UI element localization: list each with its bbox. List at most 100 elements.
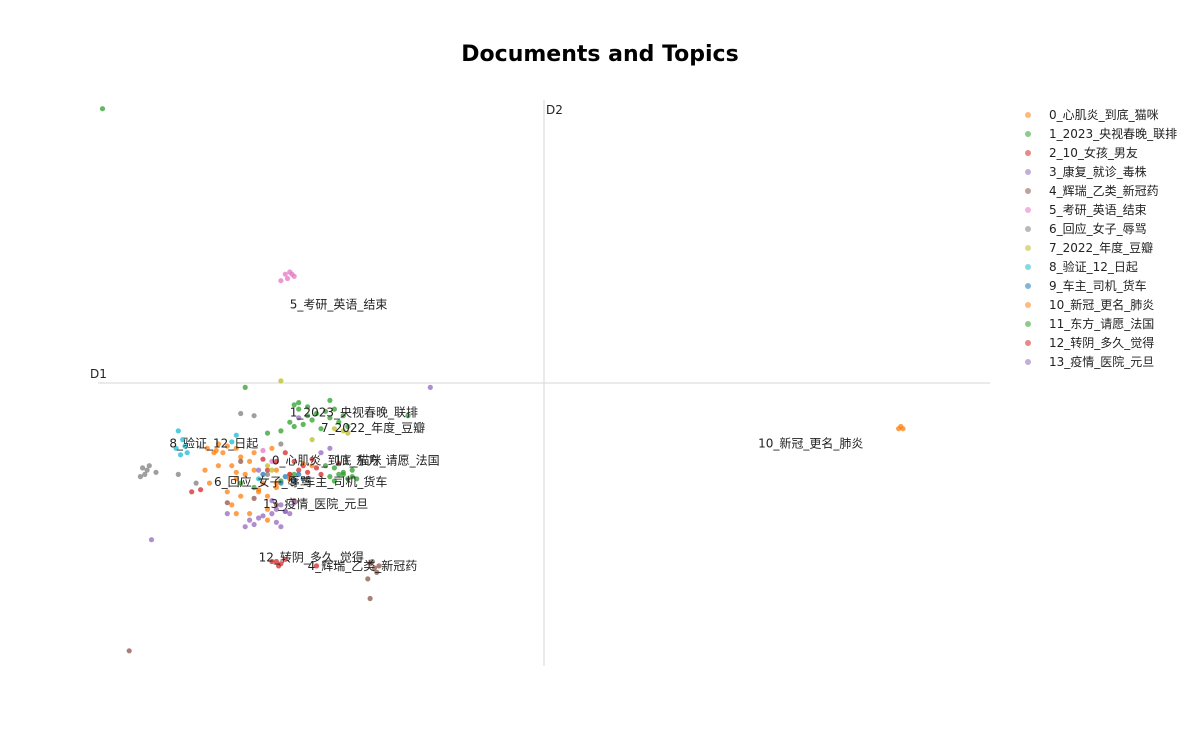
legend-item-2[interactable]: 2_10_女孩_男友 [1022,143,1177,162]
legend-marker [1025,149,1031,156]
legend-label: 7_2022_年度_豆瓣 [1049,241,1154,255]
point-topic-13 [278,502,284,508]
point-topic-4 [369,558,375,565]
topic-label-9: 9_车主_司机_货车 [290,474,388,489]
point-topic-10 [233,469,239,475]
legend-label: 8_验证_12_日起 [1049,260,1138,274]
point-topic-2 [309,456,315,462]
point-topic-2 [264,467,271,473]
point-topic-6 [175,471,181,477]
point-topic-2 [291,458,297,464]
legend-marker [1025,206,1031,213]
point-topic-13 [269,498,275,504]
point-topic-10 [213,447,219,454]
point-topic-6 [137,474,143,480]
legend-item-7[interactable]: 7_2022_年度_豆瓣 [1022,238,1177,257]
point-topic-1 [327,397,333,403]
legend-label: 9_车主_司机_货车 [1049,279,1147,293]
point-topic-12 [269,558,275,565]
legend-item-12[interactable]: 12_转阴_多久_觉得 [1022,333,1177,352]
point-topic-7 [340,428,346,434]
point-topic-3 [273,519,279,525]
data-points [99,106,906,654]
point-topic-12 [273,558,279,565]
legend-marker [1025,187,1031,194]
point-topic-12 [282,556,288,562]
point-topic-13 [291,500,297,506]
point-topic-1 [331,406,337,412]
scatter-plot: D1 D2 0_心肌炎_到底_猫咪 1_2023_央视春晚_联排 4_辉瑞_乙类_新冠… [90,100,990,666]
point-topic-4 [376,563,382,569]
legend-item-9[interactable]: 9_车主_司机_货车 [1022,276,1177,295]
point-topic-10 [300,460,306,467]
point-topic-11 [251,484,257,491]
point-topic-3 [251,521,257,528]
topic-label-8: 8_验证_12_日起 [169,435,258,450]
x-axis-label: D1 [90,367,107,381]
point-topic-3 [427,384,433,390]
topic-label-11: 11_东方_请愿_法国 [334,452,439,467]
point-topic-4 [365,576,371,582]
point-topic-0 [264,517,271,523]
point-topic-7 [269,467,275,473]
point-topic-11 [354,476,360,482]
point-topic-3 [260,513,266,519]
point-topic-0 [233,510,239,517]
point-topic-11 [340,469,346,475]
legend-item-13[interactable]: 13_疫情_医院_元旦 [1022,352,1177,371]
legend-item-0[interactable]: 0_心肌炎_到底_猫咪 [1022,105,1177,124]
point-topic-7 [278,378,284,384]
point-topic-4 [224,500,230,506]
point-topic-0 [206,480,213,486]
point-topic-4 [374,569,380,576]
point-topic-1 [305,413,311,419]
point-topic-8 [184,450,190,456]
point-topic-1 [291,423,297,430]
point-topic-4 [367,595,373,602]
legend-item-4[interactable]: 4_辉瑞_乙类_新冠药 [1022,181,1177,200]
point-topic-12 [276,563,282,569]
point-topic-13 [273,506,279,512]
legend-item-3[interactable]: 3_康复_就诊_毒株 [1022,162,1177,181]
point-topic-5 [278,278,284,284]
legend-marker [1025,168,1031,175]
topic-label-1: 1_2023_央视春晚_联排 [290,405,418,420]
point-topic-0 [238,493,244,499]
point-topic-0 [896,426,902,432]
point-topic-5 [260,447,266,454]
point-topic-8 [229,439,235,445]
point-topic-0 [220,450,226,456]
point-topic-4 [273,502,279,508]
legend-item-6[interactable]: 6_回应_女子_辱骂 [1022,219,1177,238]
legend-label: 2_10_女孩_男友 [1049,146,1138,160]
point-topic-1 [296,406,302,412]
legend-item-5[interactable]: 5_考研_英语_结束 [1022,200,1177,219]
legend-item-8[interactable]: 8_验证_12_日起 [1022,257,1177,276]
point-topic-3 [242,524,248,530]
point-topic-0 [229,502,235,508]
legend-label: 5_考研_英语_结束 [1049,203,1147,217]
legend-item-10[interactable]: 10_新冠_更名_肺炎 [1022,295,1177,314]
point-topic-0 [260,480,266,486]
legend-label: 12_转阴_多久_觉得 [1049,336,1155,350]
point-topic-13 [296,415,302,421]
legend-item-1[interactable]: 1_2023_央视春晚_联排 [1022,124,1177,143]
point-topic-6 [146,463,152,469]
point-topic-6 [251,413,257,419]
point-topic-3 [318,450,324,456]
point-topic-0 [229,463,235,469]
point-topic-0 [242,471,248,477]
point-topic-2 [313,465,320,471]
topic-label-10: 10_新冠_更名_肺炎 [758,435,863,450]
point-topic-1 [340,413,346,419]
point-topic-0 [269,445,275,451]
point-topic-0 [215,441,221,447]
legend-item-11[interactable]: 11_东方_请愿_法国 [1022,314,1177,333]
point-topic-6 [140,465,146,471]
legend-label: 10_新冠_更名_肺炎 [1049,298,1155,312]
point-topic-0 [215,463,221,469]
point-topic-11 [238,480,244,486]
point-topic-0 [251,450,257,456]
point-topic-0 [224,489,230,495]
point-topic-10 [204,445,210,451]
